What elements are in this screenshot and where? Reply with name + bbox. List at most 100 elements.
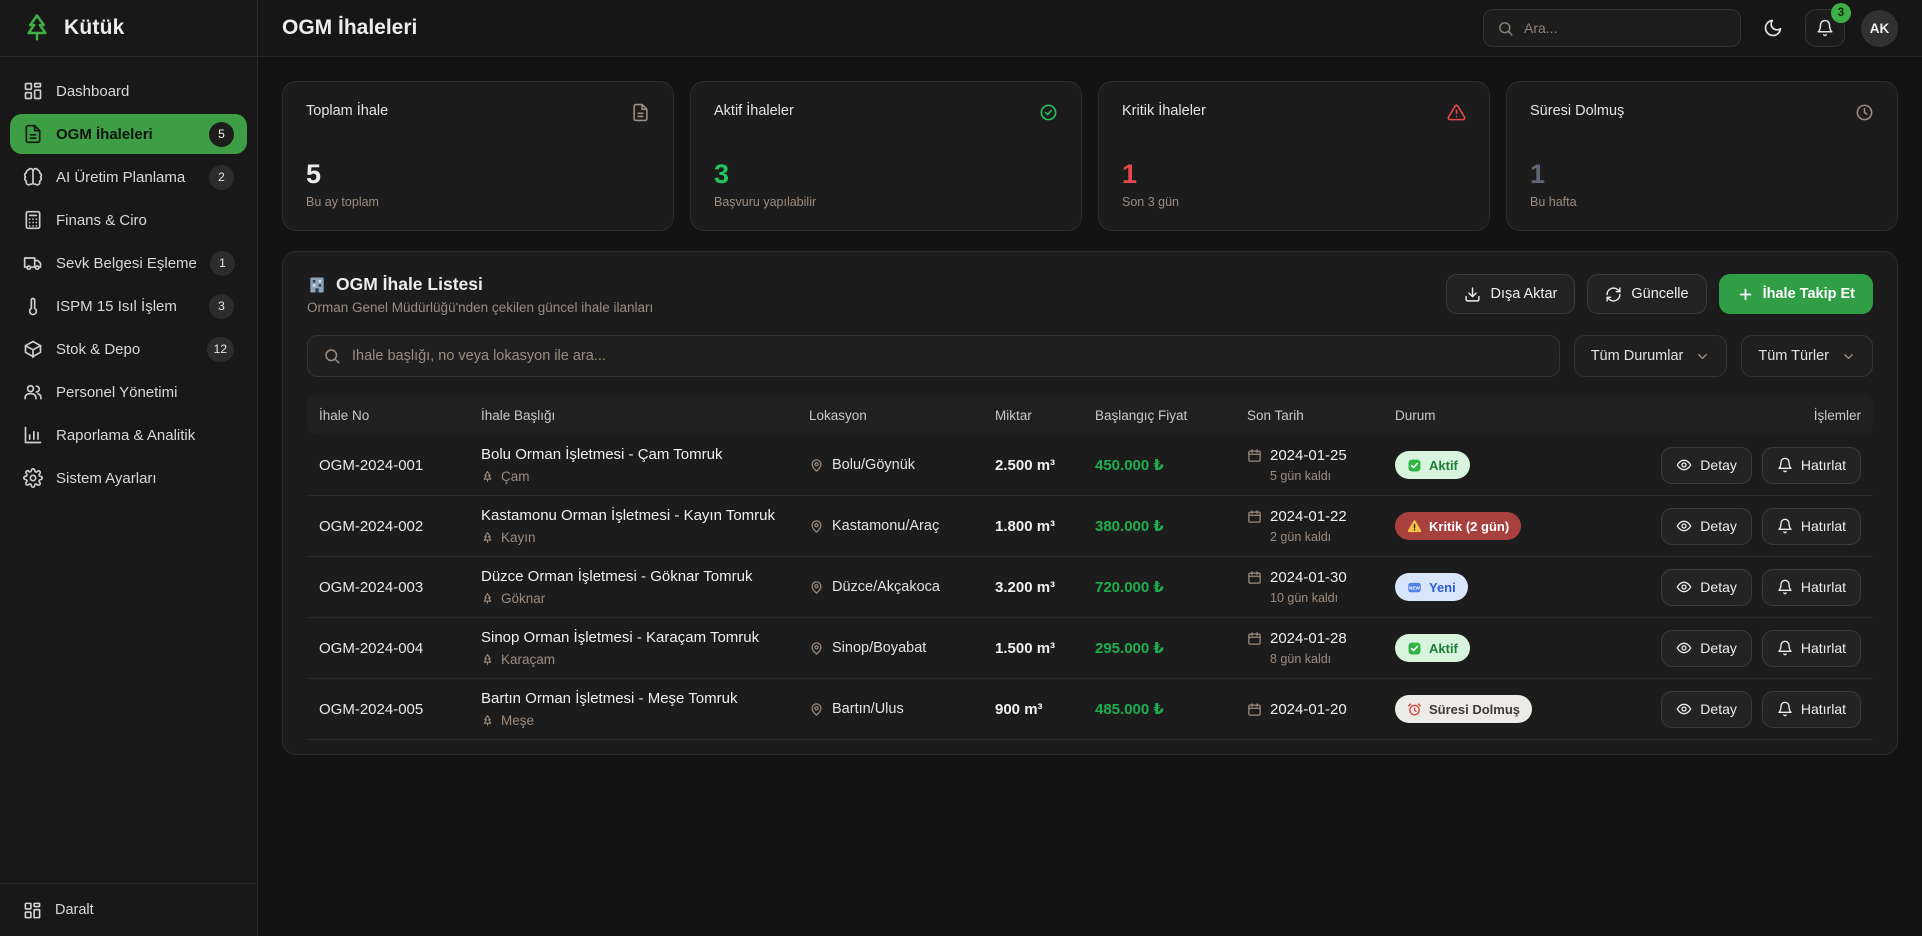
- days-left: 5 gün kaldı: [1270, 469, 1332, 483]
- collapse-icon: [23, 901, 42, 920]
- sidebar-item-sevk-belgesi-e-leme[interactable]: Sevk Belgesi Eşleme 1: [10, 243, 247, 283]
- location: Bolu/Göynük: [832, 457, 916, 473]
- table-row: OGM-2024-004 Sinop Orman İşletmesi - Kar…: [307, 618, 1873, 679]
- status-filter-select[interactable]: Tüm Durumlar: [1573, 335, 1728, 377]
- sidebar-item-raporlama-analitik[interactable]: Raporlama & Analitik: [10, 415, 247, 455]
- column-header-ba-lang-fiyat: Başlangıç Fiyat: [1095, 407, 1188, 423]
- status-cell: Aktif: [1395, 634, 1633, 662]
- detail-button[interactable]: Detay: [1661, 690, 1752, 728]
- content: Toplam İhale 5 Bu ay toplam Aktif İhaleler 3…: [258, 57, 1922, 936]
- export-button[interactable]: Dışa Aktar: [1446, 274, 1576, 314]
- sidebar-item-label: Stok & Depo: [56, 340, 141, 358]
- column-header-miktar: Miktar: [995, 407, 1032, 423]
- stats-row: Toplam İhale 5 Bu ay toplam Aktif İhaleler 3…: [282, 81, 1898, 231]
- document-icon: [631, 103, 650, 122]
- page-title: OGM İhaleleri: [282, 16, 418, 39]
- users-icon: [23, 382, 43, 402]
- brain-icon: [23, 167, 43, 187]
- tender-search-input[interactable]: [352, 348, 1544, 364]
- refresh-button[interactable]: Güncelle: [1587, 274, 1707, 314]
- stat-card-s-resi-dolmu: Süresi Dolmuş 1 Bu hafta: [1506, 81, 1898, 231]
- tender-title-cell: Kastamonu Orman İşletmesi - Kayın Tomruk…: [481, 507, 809, 545]
- stat-label: Süresi Dolmuş: [1530, 103, 1625, 119]
- remind-button[interactable]: Hatırlat: [1761, 629, 1861, 667]
- tender-title: Düzce Orman İşletmesi - Göknar Tomruk: [481, 568, 753, 585]
- quantity: 1.500 m³: [995, 639, 1056, 657]
- bell-icon: [1777, 457, 1793, 473]
- detail-button[interactable]: Detay: [1661, 629, 1752, 667]
- remind-button[interactable]: Hatırlat: [1761, 690, 1861, 728]
- global-search-input[interactable]: [1524, 20, 1727, 36]
- stat-sub: Başvuru yapılabilir: [714, 195, 817, 209]
- sidebar-item-finans-ciro[interactable]: Finans & Ciro: [10, 200, 247, 240]
- sidebar: Kütük Dashboard OGM İhaleleri 5 AI Üretim P…: [0, 0, 258, 936]
- stat-card-kritik-i-haleler: Kritik İhaleler 1 Son 3 gün: [1098, 81, 1490, 231]
- actions-cell: Detay Hatırlat: [1633, 690, 1861, 728]
- location: Bartın/Ulus: [832, 701, 904, 717]
- tender-title: Sinop Orman İşletmesi - Karaçam Tomruk: [481, 629, 760, 646]
- calendar-icon: [1247, 631, 1262, 646]
- tender-search[interactable]: [307, 335, 1560, 377]
- stat-value: 3: [714, 159, 730, 190]
- sidebar-count-badge: 5: [209, 121, 234, 147]
- notification-count-badge: 3: [1831, 3, 1851, 23]
- sidebar-item-ai-retim-planlama[interactable]: AI Üretim Planlama 2: [10, 157, 247, 197]
- start-price: 720.000 ₺: [1095, 579, 1164, 596]
- calendar-icon: [1247, 570, 1262, 585]
- deadline-cell: 2024-01-22 2 gün kaldı: [1247, 508, 1395, 544]
- wood-type: Kayın: [501, 530, 536, 545]
- sidebar-count-badge: 3: [209, 293, 234, 319]
- actions-cell: Detay Hatırlat: [1633, 629, 1861, 667]
- status-badge: NEW Yeni: [1395, 573, 1468, 601]
- notifications-button[interactable]: 3: [1805, 3, 1851, 47]
- tree-icon: [481, 714, 494, 727]
- global-search[interactable]: [1483, 9, 1741, 47]
- stat-card-aktif-i-haleler: Aktif İhaleler 3 Başvuru yapılabilir: [690, 81, 1082, 231]
- status-cell: Aktif: [1395, 451, 1633, 479]
- sidebar-item-personel-y-netimi[interactable]: Personel Yönetimi: [10, 372, 247, 412]
- calculator-icon: [23, 210, 43, 230]
- calendar-icon: [1247, 448, 1262, 463]
- sidebar-item-ispm-15-is-l-i-lem[interactable]: ISPM 15 Isıl İşlem 3: [10, 286, 247, 326]
- sidebar-item-ogm-i-haleleri[interactable]: OGM İhaleleri 5: [10, 114, 247, 154]
- bell-icon: [1777, 640, 1793, 656]
- brand-name: Kütük: [64, 16, 125, 39]
- sidebar-item-sistem-ayarlar[interactable]: Sistem Ayarları: [10, 458, 247, 498]
- sidebar-item-stok-depo[interactable]: Stok & Depo 12: [10, 329, 247, 369]
- location-cell: Bartın/Ulus: [809, 701, 995, 717]
- wood-type: Çam: [501, 469, 530, 484]
- tender-no: OGM-2024-004: [319, 639, 424, 657]
- bell-icon: [1777, 701, 1793, 717]
- tender-no: OGM-2024-002: [319, 517, 424, 535]
- stat-value: 1: [1530, 159, 1546, 190]
- type-filter-select[interactable]: Tüm Türler: [1741, 335, 1873, 377]
- sidebar-count-badge: 1: [209, 250, 235, 276]
- detail-button[interactable]: Detay: [1661, 568, 1752, 606]
- clock-icon: [1855, 103, 1874, 122]
- detail-button[interactable]: Detay: [1661, 507, 1752, 545]
- remind-button[interactable]: Hatırlat: [1761, 568, 1861, 606]
- track-tender-button[interactable]: İhale Takip Et: [1718, 274, 1873, 314]
- detail-button[interactable]: Detay: [1661, 446, 1752, 484]
- sidebar-item-label: OGM İhaleleri: [56, 125, 153, 143]
- status-badge: Aktif: [1395, 634, 1470, 662]
- deadline-cell: 2024-01-30 10 gün kaldı: [1247, 569, 1395, 605]
- bell-icon: [1777, 518, 1793, 534]
- tree-icon: [481, 592, 494, 605]
- eye-icon: [1676, 457, 1692, 473]
- theme-toggle-button[interactable]: [1757, 12, 1789, 44]
- sidebar-count-badge: 12: [206, 336, 234, 362]
- collapse-sidebar-button[interactable]: Daralt: [0, 883, 257, 936]
- remind-button[interactable]: Hatırlat: [1761, 446, 1861, 484]
- avatar[interactable]: AK: [1861, 9, 1898, 47]
- deadline-cell: 2024-01-25 5 gün kaldı: [1247, 447, 1395, 483]
- column-header-durum: Durum: [1395, 407, 1436, 423]
- search-icon: [323, 347, 341, 365]
- remind-button[interactable]: Hatırlat: [1761, 507, 1861, 545]
- stat-sub: Bu hafta: [1530, 195, 1577, 209]
- tree-icon: [481, 470, 494, 483]
- column-header-i-lemler: İşlemler: [1813, 407, 1861, 423]
- actions-cell: Detay Hatırlat: [1633, 568, 1861, 606]
- sidebar-item-dashboard[interactable]: Dashboard: [10, 71, 247, 111]
- tender-title: Bolu Orman İşletmesi - Çam Tomruk: [481, 446, 723, 463]
